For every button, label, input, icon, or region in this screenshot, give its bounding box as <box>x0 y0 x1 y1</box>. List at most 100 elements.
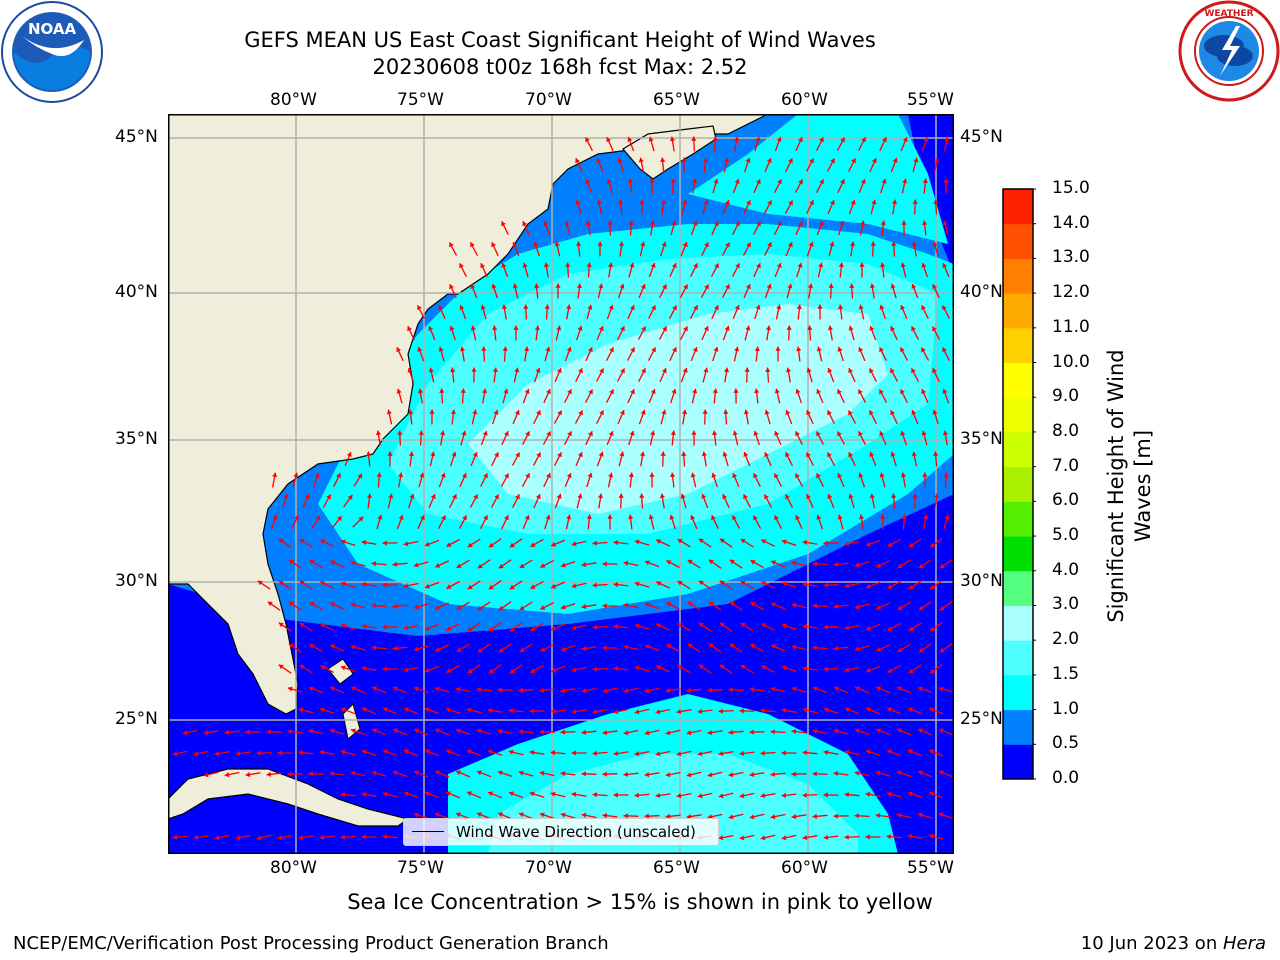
colorbar-cell <box>1003 674 1033 711</box>
wind-wave-arrowhead <box>671 388 677 394</box>
wind-wave-arrowhead <box>785 494 790 500</box>
wind-wave-arrowhead <box>929 707 934 713</box>
wind-wave-arrowhead <box>791 729 797 735</box>
wind-wave-arrowhead <box>403 625 409 631</box>
wind-wave-arrowhead <box>480 263 486 269</box>
wind-wave-arrowhead <box>425 707 430 713</box>
wind-wave-arrowhead <box>539 687 545 693</box>
wind-wave-arrowhead <box>440 473 446 478</box>
wind-wave-arrowhead <box>806 452 811 458</box>
wind-wave-arrowhead <box>697 751 703 757</box>
wind-wave-arrowhead <box>319 834 325 840</box>
wind-wave-arrowhead <box>703 367 709 373</box>
wind-wave-arrowhead <box>298 707 304 713</box>
colorbar <box>1002 188 1036 780</box>
wind-wave-arrowhead <box>672 263 677 269</box>
wind-wave-arrowhead <box>613 666 619 672</box>
wind-wave-arrowhead <box>588 389 593 395</box>
wind-wave-arrowhead <box>602 813 608 819</box>
wind-wave-arrowhead <box>560 812 566 818</box>
wind-wave-arrowhead <box>383 707 388 713</box>
wind-wave-arrowhead <box>723 367 730 373</box>
wind-wave-arrowhead <box>435 605 441 610</box>
wind-wave-arrowhead <box>435 563 441 568</box>
colorbar-tick-label: 3.0 <box>1052 594 1080 615</box>
wind-wave-arrowhead <box>543 221 549 226</box>
wind-wave-arrowhead <box>849 241 856 247</box>
colorbar-cell <box>1003 501 1033 537</box>
wind-wave-arrowhead <box>575 158 580 164</box>
wind-wave-arrowhead <box>361 581 367 588</box>
wind-wave-arrowhead <box>413 562 419 568</box>
wind-wave-arrowhead <box>456 647 462 652</box>
wind-wave-arrowhead <box>530 584 536 589</box>
wind-wave-arrowhead <box>870 241 876 246</box>
wind-wave-arrowhead <box>382 582 387 588</box>
wind-wave-arrowhead <box>567 431 572 437</box>
wind-wave-arrowhead <box>487 749 493 755</box>
wind-wave-arrowhead <box>640 409 646 415</box>
wind-wave-arrowhead <box>781 581 787 587</box>
map-legend: Wind Wave Direction (unscaled) <box>403 818 719 846</box>
wind-wave-arrowhead <box>806 367 812 373</box>
wind-wave-arrowhead <box>686 687 691 693</box>
wind-wave-arrowhead <box>761 665 767 670</box>
wind-wave-arrowhead <box>848 410 853 416</box>
wind-wave-arrowhead <box>661 368 667 374</box>
wind-wave-arrowhead <box>890 451 896 457</box>
wind-wave-arrowhead <box>382 540 387 546</box>
wind-wave-arrowhead <box>669 514 675 520</box>
wind-wave-arrowhead <box>944 514 950 520</box>
wind-wave-arrowhead <box>844 792 849 798</box>
wind-wave-arrowhead <box>425 791 430 797</box>
wind-wave-arrowhead <box>467 584 473 590</box>
colorbar-tick-label: 5.0 <box>1052 525 1080 546</box>
wind-wave-arrowhead <box>366 493 372 499</box>
wind-wave-arrowhead <box>837 431 842 437</box>
wind-wave-arrowhead <box>471 367 477 372</box>
wind-wave-arrowhead <box>921 389 927 395</box>
wind-wave-arrowhead <box>702 157 708 163</box>
wind-wave-arrowhead <box>844 583 850 589</box>
wind-wave-arrowhead <box>701 451 707 457</box>
wind-wave-arrowhead <box>749 771 755 778</box>
wind-wave-arrowhead <box>900 389 905 395</box>
wind-wave-arrowhead <box>901 514 907 519</box>
wind-wave-arrowhead <box>938 812 944 818</box>
wind-wave-arrowhead <box>623 730 629 736</box>
wind-wave-arrowhead <box>728 687 733 693</box>
wind-wave-arrowhead <box>666 560 672 565</box>
wind-wave-arrowhead <box>754 388 760 394</box>
wind-wave-arrowhead <box>644 688 650 694</box>
wind-wave-arrowhead <box>619 410 625 416</box>
wind-wave-arrowhead <box>833 728 839 734</box>
wind-wave-arrowhead <box>669 136 676 142</box>
wind-wave-arrowhead <box>598 326 604 331</box>
lon-label-top: 80°W <box>270 90 317 110</box>
wind-wave-arrowhead <box>628 220 634 225</box>
wind-wave-arrowhead <box>459 305 465 310</box>
wind-wave-arrowhead <box>713 346 719 352</box>
wind-wave-arrowhead <box>750 644 756 649</box>
wind-wave-arrowhead <box>419 472 425 478</box>
wind-wave-arrowhead <box>858 304 864 310</box>
wind-wave-arrowhead <box>838 262 844 268</box>
wind-wave-arrowhead <box>848 452 853 458</box>
wind-wave-arrowhead <box>830 158 835 164</box>
wind-wave-arrowhead <box>817 304 823 309</box>
wind-wave-arrowhead <box>854 770 860 776</box>
wind-wave-arrowhead <box>554 241 560 247</box>
wind-wave-arrowhead <box>908 626 914 632</box>
wind-wave-arrowhead <box>393 686 398 692</box>
wind-wave-arrowhead <box>866 541 871 547</box>
wind-wave-arrowhead <box>613 709 619 715</box>
colorbar-tick-label: 1.5 <box>1052 663 1080 684</box>
colorbar-tick-label: 10.0 <box>1052 351 1090 372</box>
wind-wave-arrowhead <box>879 304 885 310</box>
legend-line-swatch <box>412 831 444 832</box>
wind-wave-arrowhead <box>371 770 377 776</box>
wind-wave-arrowhead <box>745 325 751 331</box>
wind-wave-arrowhead <box>602 730 608 736</box>
footer-date: 10 Jun 2023 on Hera <box>1081 933 1266 954</box>
wind-wave-arrowhead <box>677 581 683 586</box>
